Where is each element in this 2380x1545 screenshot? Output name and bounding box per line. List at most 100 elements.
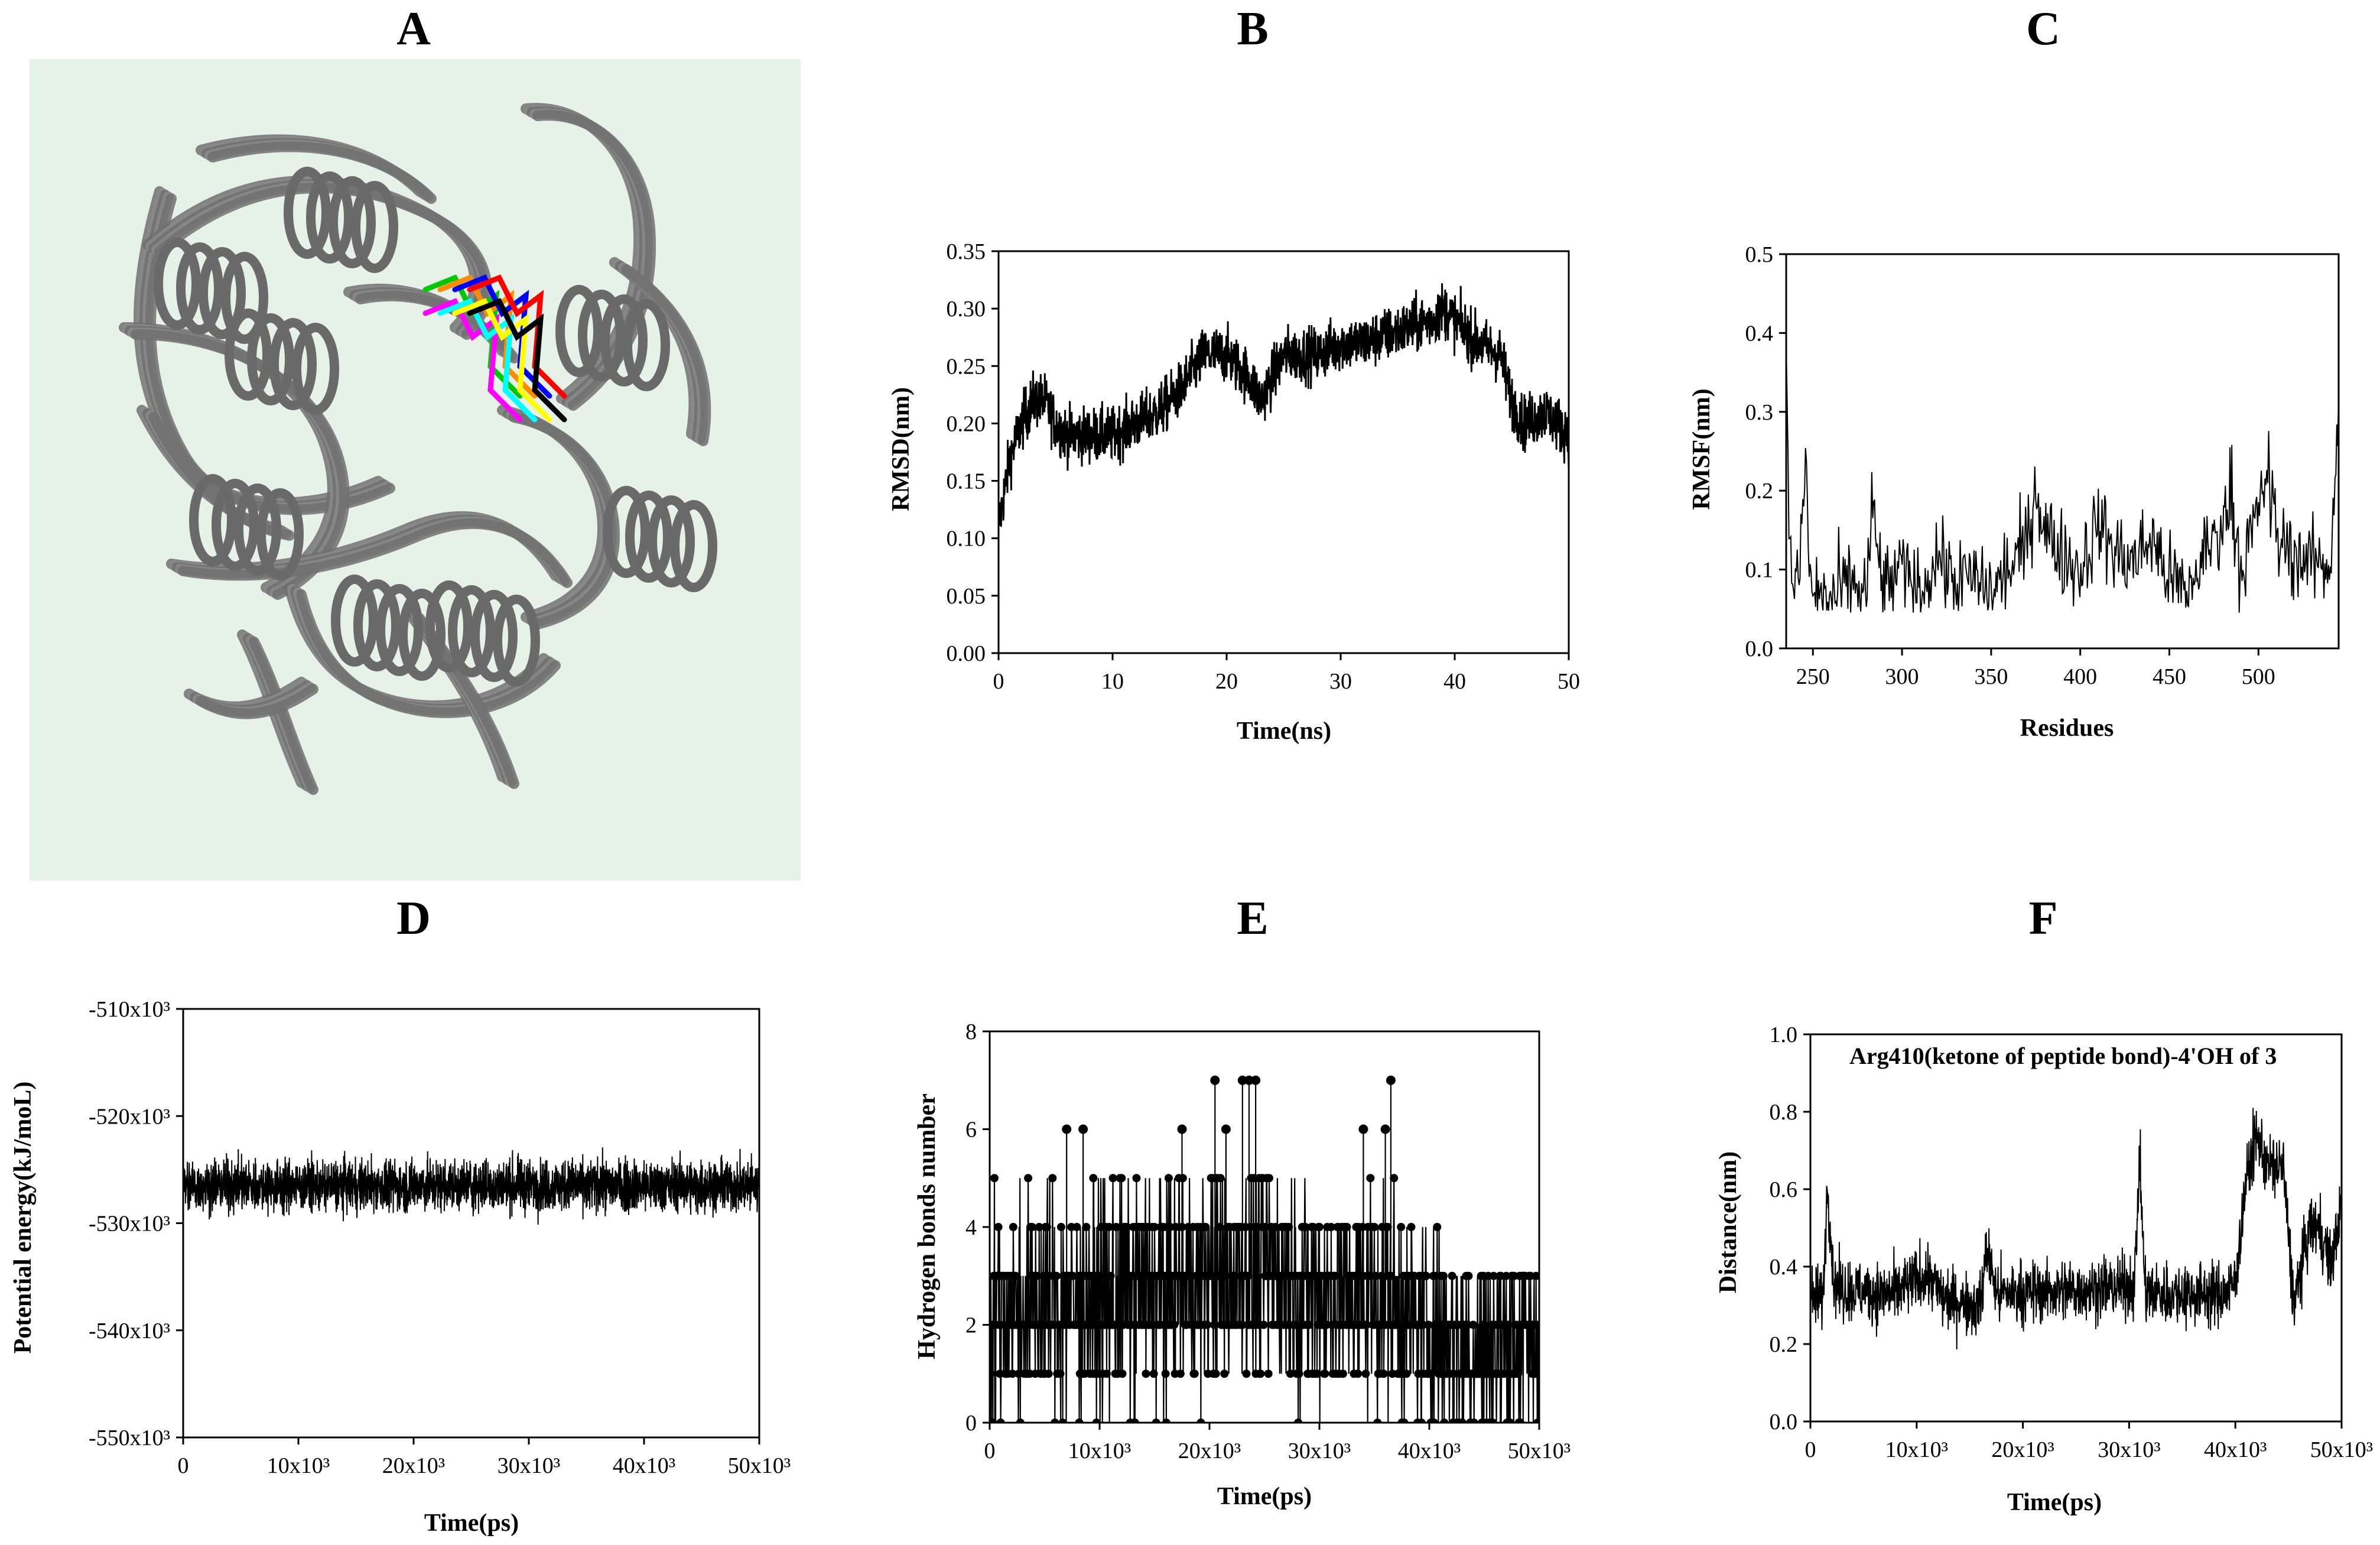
chart-e-marker [1397,1223,1406,1231]
chart-e-marker [1256,1369,1265,1378]
chart-e-peak-marker [1221,1124,1231,1134]
protein-helix [247,313,294,405]
chart-e-marker [1203,1320,1212,1329]
chart-e-marker [1422,1271,1430,1280]
panel-letter-e: E [1237,892,1268,944]
chart-e-marker [1142,1369,1150,1378]
chart-e-marker [1342,1223,1351,1231]
panel-letter-c: C [2026,3,2060,55]
chart-e-marker [1439,1271,1448,1280]
protein-ribbon [196,684,318,719]
chart-b-ytick-label: 0.10 [947,527,986,551]
panel-letter-b: B [1237,3,1268,55]
chart-e-marker [1028,1223,1036,1231]
chart-e-marker [1331,1271,1339,1280]
chart-d-xtick-label: 0 [178,1453,189,1478]
chart-e-marker [1242,1369,1251,1378]
chart-e-marker [1305,1320,1313,1329]
chart-e-marker [1407,1223,1416,1231]
protein-helix [212,479,259,571]
chart-c-ytick-label: 0.2 [1745,479,1774,504]
chart-f-ytick-label: 0.6 [1770,1177,1798,1202]
chart-d-series-line [183,1147,759,1225]
chart-e-marker [1160,1271,1169,1280]
chart-e-marker [1178,1174,1187,1183]
chart-b-ytick-label: 0.20 [947,411,986,436]
chart-e-marker [1106,1271,1115,1280]
chart-e-marker [1402,1369,1411,1378]
chart-e-peak-marker [1062,1124,1072,1134]
chart-e-marker [1315,1223,1324,1231]
protein-helix [189,474,236,566]
protein-ribbons [119,103,717,795]
chart-e-marker [1056,1223,1065,1231]
panel-letter-a: A [396,3,431,55]
chart-e-marker [1390,1174,1399,1183]
chart-e-marker [1264,1174,1273,1183]
chart-e-marker [1373,1419,1382,1423]
protein-ribbon [148,412,295,541]
protein-helix [670,500,717,592]
chart-e-marker [1426,1369,1435,1378]
chart-e-marker [1264,1369,1273,1378]
chart-e-marker [1271,1223,1280,1231]
chart-e-marker [1260,1223,1269,1231]
chart-d-xtick-label: 30x10³ [498,1453,560,1478]
chart-e-marker [1123,1223,1132,1231]
chart-e-marker [1400,1419,1409,1423]
protein-helix [398,589,446,681]
protein-helix [199,247,246,339]
chart-e-marker [1449,1369,1458,1378]
chart-b-ylabel: RMSD(nm) [887,387,915,511]
ligand-pose [467,298,567,423]
chart-e-marker [1117,1174,1126,1183]
panel-letter-d: D [396,892,431,944]
chart-e-marker [1136,1271,1145,1280]
chart-d-ytick-label: -550x10³ [89,1426,170,1450]
chart-f-ytick-label: 0.2 [1770,1332,1798,1357]
chart-e-marker [1044,1369,1053,1378]
chart-e-marker [1321,1369,1329,1378]
chart-e-marker [1058,1419,1067,1423]
chart-c-ytick-label: 0.0 [1745,637,1774,661]
protein-helix [555,285,603,377]
protein-helix [154,238,201,330]
chart-e-marker [1075,1419,1084,1423]
chart-d-ytick-label: -540x10³ [89,1319,170,1343]
chart-e-marker [1532,1271,1539,1280]
chart-f-frame [1809,1033,2343,1423]
chart-e-marker [1354,1369,1363,1378]
chart-e-marker [1009,1223,1017,1231]
chart-d-xtick-label: 50x10³ [728,1453,791,1478]
chart-e-peak-marker [1386,1075,1396,1085]
chart-e-marker [1533,1320,1539,1329]
chart-d-frame [182,1008,760,1439]
chart-e-marker [1286,1369,1295,1378]
chart-b-ytick-label: 0.05 [947,584,986,609]
chart-e-marker [1417,1419,1426,1423]
chart-e-marker [1252,1271,1261,1280]
chart-b-xtick-label: 40 [1443,669,1466,694]
chart-e-marker [1130,1419,1139,1423]
chart-e-marker [1104,1223,1113,1231]
chart-e-marker [1514,1369,1523,1378]
chart-e-marker [1488,1419,1497,1423]
chart-e-marker [1535,1369,1539,1378]
chart-e-marker [1516,1419,1525,1423]
chart-e-ytick-label: 4 [965,1215,977,1240]
chart-e-marker [1024,1174,1033,1183]
protein-helix [176,242,223,335]
chart-e-marker [1207,1271,1216,1280]
protein-helix [623,299,670,391]
protein-helix [306,171,353,264]
chart-e-marker [1190,1369,1199,1378]
chart-e-marker [1201,1223,1210,1231]
chart-e-marker [1448,1271,1456,1280]
chart-e-marker [1469,1320,1478,1329]
protein-helix [234,483,281,576]
chart-c-ylabel: RMSF(nm) [1688,388,1715,509]
protein-helix [331,574,378,667]
chart-d-ytick-label: -530x10³ [89,1212,170,1236]
chart-e-peak-marker [1358,1124,1368,1134]
